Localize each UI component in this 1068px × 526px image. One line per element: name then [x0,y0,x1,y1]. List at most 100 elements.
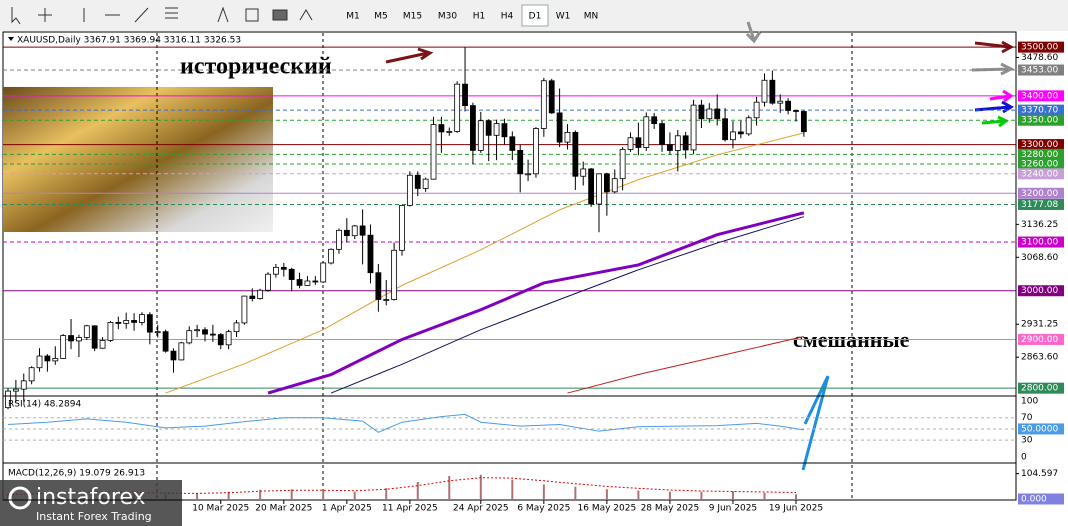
candle-body [68,335,74,342]
candle-body [580,168,587,177]
y-tick-label: 2931.25 [1021,320,1058,330]
level-label-box [1018,64,1064,76]
candle-body [501,123,508,138]
candle-body [343,229,350,237]
candle-body [588,168,595,205]
macd-bar [290,489,293,499]
macd-bar [795,494,797,499]
macd-bar [511,479,514,499]
candle-body [643,116,650,148]
timeframe-button[interactable]: M15 [403,12,422,22]
panel-title: RSI(14) 48.2894 [8,400,81,410]
chart-title: XAUUSD,Daily 3367.91 3369.94 3316.11 332… [17,36,241,46]
timeframe-button[interactable]: H1 [473,12,486,22]
level-label-box [1018,285,1064,297]
candle-body [470,105,476,151]
candle-body [556,112,563,143]
candle-body [367,234,374,274]
level-label: 3280.00 [1021,150,1058,160]
candle-body [186,330,193,344]
timeframe-button[interactable]: D1 [529,12,542,22]
moving-average [330,216,805,394]
watermark: instaforex Instant Forex Trading [0,480,182,526]
x-tick-label: 28 May 2025 [641,504,700,514]
toolbar-icons [11,6,313,25]
macd-bar [574,486,577,499]
candle-body [217,334,224,346]
y-tick-label: 3478.60 [1021,53,1058,63]
macd-bar [479,474,482,499]
level-label: 2800.00 [1021,384,1058,394]
candle-body [753,101,760,119]
candle-body [91,325,98,349]
x-tick-label: 19 Jun 2025 [769,504,823,514]
candle-body [627,137,634,150]
candle-body [107,322,114,341]
candle-body [241,295,248,324]
candle-body [320,262,327,283]
candle-body [209,333,216,336]
candle-body [509,136,516,151]
macd-bar [353,491,356,499]
candle-body [170,350,177,361]
y-tick-label: 3068.60 [1021,253,1058,263]
level-label-box [1018,333,1064,345]
candle-body [99,340,106,349]
y-tick-label: 2863.60 [1021,353,1058,363]
brand-tagline: Instant Forex Trading [36,510,152,523]
rsi-line [7,413,804,433]
timeframe-button[interactable]: MN [584,12,599,22]
candle-body [194,329,201,332]
candle-body [722,118,728,141]
level-label-box [1018,104,1064,116]
x-tick-label: 16 May 2025 [578,504,637,514]
timeframe-button[interactable]: H4 [501,12,514,22]
candle-body [304,280,311,286]
macd-bar [322,490,325,499]
candle-body [793,110,799,112]
candle-body [139,314,145,323]
level-label-box [1018,90,1064,102]
candle-body [123,320,130,324]
candle-body [698,104,705,120]
timeframe-button[interactable]: M30 [438,12,457,22]
level-label: 3240.00 [1021,169,1058,179]
y-tick-label: 100 [1021,396,1038,406]
moving-average [165,132,805,394]
candle-body [430,124,437,180]
level-label: 3300.00 [1021,140,1058,150]
y-tick-label: 3136.25 [1021,220,1058,230]
arrows [385,21,1015,471]
macd-bar [448,475,451,499]
candle-body [690,104,697,151]
candle-body [249,295,256,299]
level-label-box [1018,187,1064,199]
y-tick-box [1018,423,1064,435]
candle-body [202,329,208,335]
candle-body [714,108,721,120]
level-label: 3500.00 [1021,43,1058,53]
x-tick-label: 6 May 2025 [517,504,570,514]
candle-body [265,273,271,291]
y-tick-label: 70 [1021,413,1033,423]
timeframe-button[interactable]: M1 [346,12,360,22]
candle-body [391,249,398,300]
x-tick-label: 11 Apr 2025 [382,504,438,514]
candle-body [28,367,35,382]
macd-bar [605,489,608,499]
candle-body [454,83,461,132]
brand-name: instaforex [36,485,146,510]
level-label: 3350.00 [1021,116,1058,126]
x-tick-label: 24 Apr 2025 [453,504,509,514]
candle-body [485,120,492,136]
macd-bar [637,490,640,499]
candle-body [52,358,59,362]
candle-body [375,272,382,300]
timeframe-button[interactable]: W1 [556,12,571,22]
candle-body [312,280,319,283]
level-label-box [1018,114,1064,126]
macd-bar [227,491,230,499]
timeframe-button[interactable]: M5 [374,12,388,22]
macd-bar [259,489,262,499]
